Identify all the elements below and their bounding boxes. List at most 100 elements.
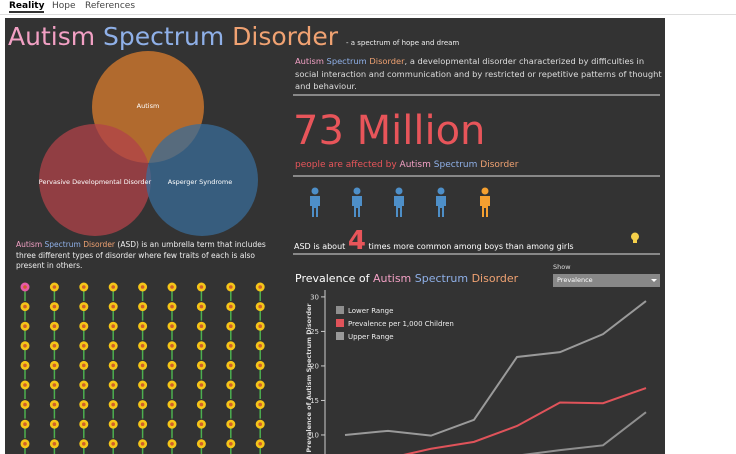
flower-center (258, 422, 263, 427)
flower-center (23, 442, 27, 446)
flower-center (23, 402, 27, 407)
flower-center (258, 285, 263, 289)
flower-center (170, 442, 174, 446)
flower-center (82, 442, 86, 446)
word: Spectrum (414, 272, 469, 285)
venn-circle (39, 124, 151, 236)
flower-center (258, 363, 263, 368)
flower-grid (20, 282, 265, 454)
text: , a developmental disorder characterized… (295, 56, 662, 91)
flower-center (258, 304, 263, 309)
flower-center (82, 402, 86, 407)
series-line (403, 387, 647, 454)
flower-center (199, 304, 204, 309)
flower-center (140, 442, 145, 446)
person-body (436, 196, 446, 217)
legend-swatch (336, 306, 344, 314)
flower-center (23, 344, 27, 348)
dropdown-arrow (651, 279, 657, 282)
title-word: Autism (8, 22, 96, 51)
tab[interactable]: References (85, 1, 136, 11)
control-value[interactable]: Prevalence (557, 276, 593, 284)
flower-center (52, 363, 57, 368)
person-head (311, 187, 319, 195)
word: Autism (399, 160, 431, 170)
flower-center (199, 383, 204, 387)
intro: Autism Spectrum Disorder, a developmenta… (295, 55, 663, 93)
flower-center (140, 304, 145, 309)
flower-center (229, 324, 233, 329)
tab[interactable]: Hope (52, 1, 76, 11)
flower-center (111, 422, 115, 427)
flower-center (52, 285, 57, 289)
flower-center (111, 344, 115, 348)
flower-center (229, 422, 233, 427)
y-axis-label: Prevalence of Autism Spectrum Disorder (305, 303, 313, 453)
flower-center (258, 344, 263, 348)
person-body (480, 196, 490, 217)
flower-center (140, 324, 145, 329)
flower-center (258, 324, 263, 329)
person-head (481, 187, 489, 195)
flower-center (52, 383, 57, 387)
flower-center (199, 344, 204, 348)
flower-center (170, 324, 174, 329)
word: Autism (372, 272, 412, 285)
flower-center (170, 285, 174, 289)
bulb-icon (631, 232, 639, 243)
flower-center (111, 363, 115, 368)
people-icons (310, 187, 490, 217)
person-head (395, 187, 403, 195)
flower-center (229, 344, 233, 348)
flower-center (23, 304, 27, 309)
person-head (437, 187, 445, 195)
flower-center (82, 304, 86, 309)
flower-center (111, 383, 115, 387)
flower-center (82, 363, 86, 368)
word: Spectrum (326, 56, 367, 66)
person-body (310, 196, 320, 217)
control-label: Show (553, 263, 571, 271)
flower-center (52, 324, 57, 329)
word: Disorder (480, 160, 519, 170)
flower-center (199, 285, 204, 289)
flower-center (229, 402, 233, 407)
title: Autism Spectrum Disorder - a spectrum of… (8, 22, 459, 51)
flower-center (140, 363, 145, 368)
text: (ASD) is an umbrella term that includes … (16, 240, 266, 270)
dropdown[interactable] (553, 274, 660, 287)
text: Prevalence of (295, 272, 370, 285)
flower-center (52, 304, 57, 309)
flower-center (229, 363, 233, 368)
flower-center (170, 344, 174, 348)
flower-center (199, 402, 204, 407)
y-tick-label: 10 (310, 431, 319, 439)
flower-center (82, 422, 86, 427)
y-tick-label: 25 (310, 328, 319, 336)
text: people are affected by (295, 160, 397, 170)
flower-center (23, 363, 27, 368)
flower-center (140, 285, 145, 289)
legend-swatch (336, 319, 344, 327)
flower-center (111, 304, 115, 309)
flower-center (229, 383, 233, 387)
flower-center (52, 344, 57, 348)
umbrella-text: Autism Spectrum Disorder (ASD) is an umb… (16, 240, 276, 272)
person-body (394, 196, 404, 217)
flower-center (140, 402, 145, 407)
subtitle: - a spectrum of hope and dream (345, 39, 460, 47)
y-tick-label: 15 (310, 397, 319, 405)
flower-center (170, 383, 174, 387)
word: Disorder (369, 56, 405, 66)
flower-center (258, 383, 263, 387)
person-head (353, 187, 361, 195)
flower-center (23, 324, 27, 329)
venn-label: Pervasive Developmental Disorder (38, 178, 152, 186)
flower-center (111, 324, 115, 329)
word: Spectrum (433, 160, 478, 170)
flower-center (140, 422, 145, 427)
flower-center (199, 363, 204, 368)
tab[interactable]: Reality (9, 1, 45, 13)
flower-center (140, 383, 145, 387)
